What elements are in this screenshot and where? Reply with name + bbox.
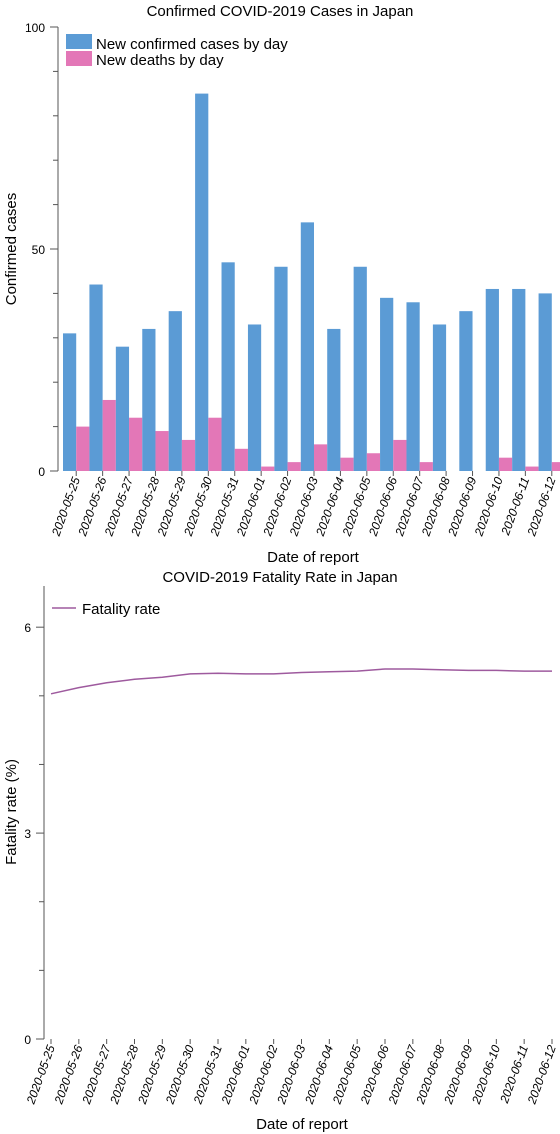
cases-bar (406, 302, 420, 471)
deaths-bar (498, 457, 513, 471)
fatality-line (50, 668, 552, 695)
cases-bar (538, 293, 552, 471)
cases-y-tick-label: 0 (38, 465, 45, 479)
deaths-bar (314, 444, 328, 471)
cases-y-tick-label: 50 (32, 243, 46, 257)
legend-swatch-deaths (66, 51, 92, 66)
cases-chart: Confirmed COVID-2019 Cases in Japan Conf… (3, 3, 560, 566)
cases-bar (89, 284, 103, 471)
deaths-bar (76, 426, 90, 471)
deaths-bar (261, 466, 275, 471)
cases-x-axis-label: Date of report (267, 549, 360, 566)
fatality-axes: 0 3 6 (24, 586, 45, 1047)
deaths-bar (525, 466, 539, 471)
fatality-y-tick-label: 6 (24, 621, 31, 635)
legend-swatch-cases (66, 34, 92, 49)
cases-bar (485, 288, 499, 471)
cases-bar (380, 297, 394, 471)
cases-bar (247, 324, 262, 471)
cases-bar (459, 311, 473, 471)
deaths-bar (102, 399, 116, 471)
fatality-x-tick-label: 2020-06-12 (524, 1043, 559, 1107)
cases-bars (63, 93, 560, 471)
cases-legend: New confirmed cases by day New deaths by… (66, 34, 288, 69)
cases-bar (168, 311, 182, 471)
cases-bar (512, 288, 526, 471)
cases-bar (115, 346, 130, 471)
cases-bar (353, 266, 367, 471)
cases-y-tick-label: 100 (25, 21, 45, 35)
fatality-legend: Fatality rate (52, 601, 160, 618)
deaths-bar (234, 448, 248, 471)
cases-bar (432, 324, 447, 471)
deaths-bar (366, 453, 381, 471)
cases-bar (327, 328, 341, 471)
cases-axes: 0 50 100 (25, 21, 59, 479)
deaths-bar (393, 439, 407, 471)
cases-bar (142, 328, 156, 471)
fatality-chart-title: COVID-2019 Fatality Rate in Japan (162, 569, 397, 586)
deaths-bar (340, 457, 354, 471)
cases-bar (221, 262, 235, 471)
cases-chart-title: Confirmed COVID-2019 Cases in Japan (147, 3, 414, 20)
cases-y-axis-label: Confirmed cases (3, 193, 20, 306)
cases-bar (63, 333, 77, 471)
cases-x-ticks: 2020-05-252020-05-262020-05-272020-05-28… (49, 471, 559, 539)
legend-label-fatality: Fatality rate (82, 601, 160, 618)
cases-bar (274, 266, 288, 471)
fatality-y-axis-label: Fatality rate (%) (3, 759, 20, 865)
cases-bar (300, 222, 314, 471)
fatality-y-tick-label: 3 (24, 827, 31, 841)
fatality-line-layer (50, 668, 552, 695)
cases-bar (195, 93, 209, 471)
fatality-x-axis-label: Date of report (256, 1116, 349, 1133)
legend-label-cases: New confirmed cases by day (96, 36, 288, 53)
deaths-bar (129, 417, 143, 471)
deaths-bar (181, 439, 196, 471)
deaths-bar (419, 462, 433, 471)
fatality-y-tick-label: 0 (24, 1033, 31, 1047)
deaths-bar (155, 431, 169, 471)
legend-label-deaths: New deaths by day (96, 52, 224, 69)
deaths-bar (287, 462, 301, 471)
deaths-bar (551, 462, 560, 471)
fatality-chart: COVID-2019 Fatality Rate in Japan Fatali… (3, 569, 559, 1133)
deaths-bar (208, 417, 222, 471)
fatality-x-ticks: 2020-05-252020-05-262020-05-272020-05-28… (23, 1039, 559, 1107)
